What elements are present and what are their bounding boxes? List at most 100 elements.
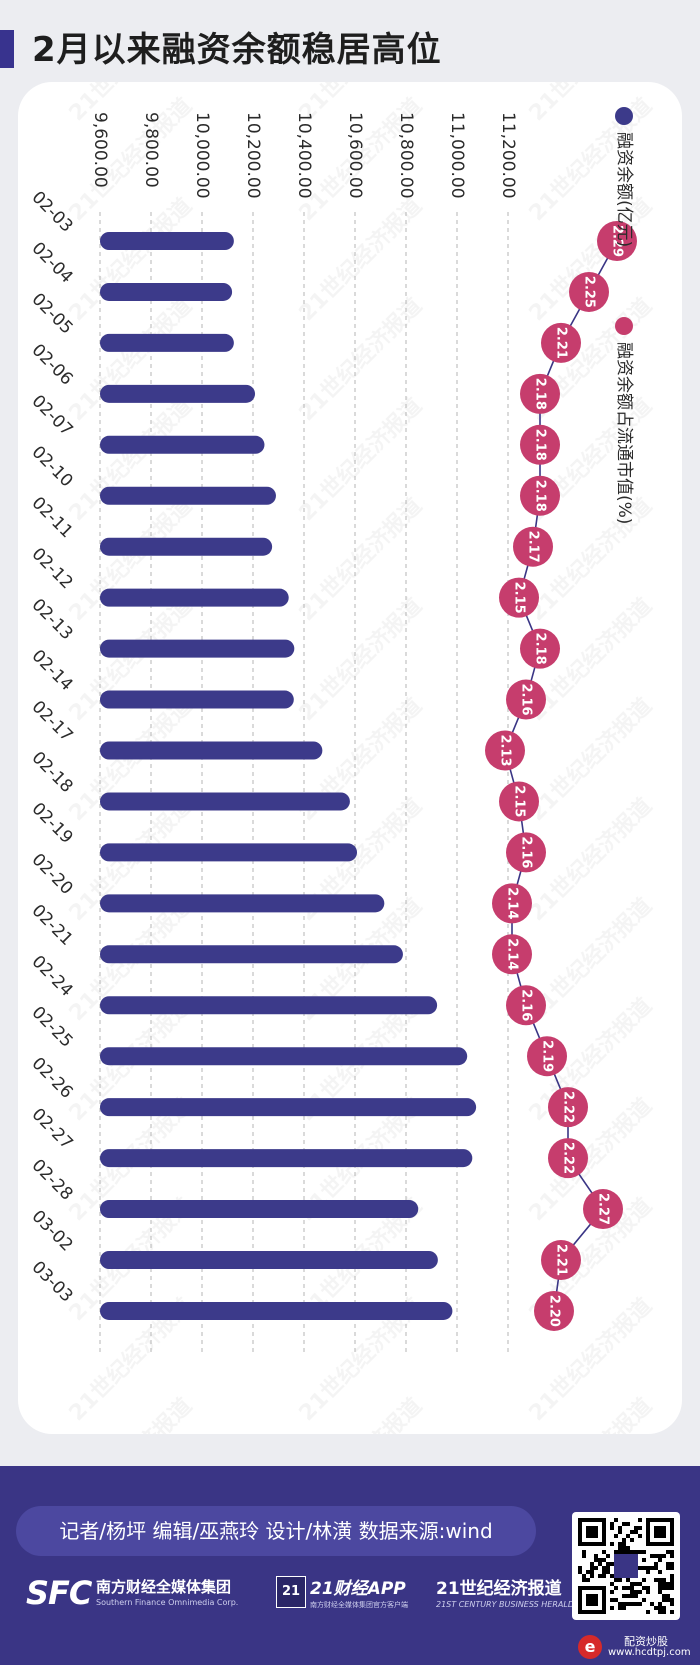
qr-module xyxy=(666,1562,670,1566)
ratio-point-label: 2.25 xyxy=(582,276,597,308)
sfc-name-en: Southern Finance Omnimedia Corp. xyxy=(96,1598,239,1607)
qr-module xyxy=(622,1606,626,1610)
bar xyxy=(100,435,265,454)
qr-module xyxy=(650,1554,654,1558)
qr-module xyxy=(658,1610,662,1614)
bar xyxy=(100,282,233,301)
legend-line-swatch xyxy=(615,317,633,335)
qr-module xyxy=(654,1606,658,1610)
ratio-point xyxy=(534,1290,574,1331)
ratio-point xyxy=(548,1087,588,1128)
bar xyxy=(100,588,289,607)
qr-module xyxy=(670,1578,674,1582)
bar xyxy=(100,690,294,709)
qr-module xyxy=(662,1598,666,1602)
category-label: 02-11 xyxy=(28,493,77,542)
bar xyxy=(100,792,350,811)
ratio-point-label: 2.20 xyxy=(547,1295,562,1327)
qr-module xyxy=(654,1562,658,1566)
qr-module xyxy=(598,1562,602,1566)
x-tick-label: 11,000.00 xyxy=(447,112,467,199)
legend-line-label: 融资余额占流通市值(%) xyxy=(614,342,634,524)
ratio-point xyxy=(583,1189,623,1230)
ratio-point-label: 2.13 xyxy=(498,734,513,766)
qr-module xyxy=(670,1602,674,1606)
qr-module xyxy=(590,1562,594,1566)
qr-code-icon xyxy=(572,1512,680,1620)
sfc-logo: SFC xyxy=(26,1574,92,1612)
qr-module xyxy=(614,1518,618,1522)
qr-module xyxy=(634,1526,638,1530)
ratio-point-label: 2.17 xyxy=(526,531,541,563)
qr-module xyxy=(626,1550,630,1554)
qr-module xyxy=(602,1550,606,1554)
ratio-point xyxy=(485,730,525,771)
qr-module xyxy=(618,1606,622,1610)
ratio-point-label: 2.27 xyxy=(596,1193,611,1225)
qr-module xyxy=(626,1602,630,1606)
qr-module xyxy=(622,1594,626,1598)
ratio-point xyxy=(520,475,560,516)
qr-finder xyxy=(586,1526,598,1538)
qr-module xyxy=(610,1522,614,1526)
x-tick-label: 10,800.00 xyxy=(396,112,416,199)
chart-card: 21世纪经济报道 21世纪经济报道 21世纪经济报道 21世纪经济报道 21世纪经济报道… xyxy=(18,82,682,1434)
qr-module xyxy=(618,1526,622,1530)
qr-module xyxy=(582,1578,586,1582)
bar xyxy=(100,1200,419,1219)
qr-module xyxy=(614,1586,618,1590)
qr-module xyxy=(610,1526,614,1530)
qr-module xyxy=(622,1522,626,1526)
qr-module xyxy=(666,1594,670,1598)
qr-finder xyxy=(654,1526,666,1538)
qr-module xyxy=(614,1578,618,1582)
qr-module xyxy=(626,1522,630,1526)
qr-module xyxy=(658,1578,662,1582)
ratio-point xyxy=(520,373,560,414)
qr-module xyxy=(654,1566,658,1570)
qr-module xyxy=(610,1606,614,1610)
qr-module xyxy=(642,1586,646,1590)
qr-module xyxy=(638,1582,642,1586)
bar xyxy=(100,384,256,403)
legend-bar-label: 融资余额(亿元) xyxy=(614,132,634,247)
category-label: 02-24 xyxy=(28,952,77,1001)
sfc-name-cn: 南方财经全媒体集团 xyxy=(96,1578,232,1596)
qr-module xyxy=(602,1570,606,1574)
ratio-line xyxy=(504,240,618,1312)
qr-module xyxy=(610,1582,614,1586)
ratio-point-label: 2.21 xyxy=(554,327,569,359)
qr-module xyxy=(646,1610,650,1614)
qr-module xyxy=(650,1566,654,1570)
qr-module xyxy=(602,1566,606,1570)
ratio-point-label: 2.22 xyxy=(561,1142,576,1174)
qr-module xyxy=(606,1566,610,1570)
bar xyxy=(100,945,403,964)
qr-module xyxy=(634,1602,638,1606)
qr-module xyxy=(662,1582,666,1586)
ratio-point xyxy=(520,424,560,465)
herald-name-cn: 21世纪经济报道 xyxy=(436,1579,562,1599)
bar xyxy=(100,537,273,556)
ratio-point-label: 2.16 xyxy=(519,836,534,868)
qr-module xyxy=(670,1566,674,1570)
ratio-point-label: 2.18 xyxy=(533,480,548,512)
x-tick-label: 10,600.00 xyxy=(345,112,365,199)
qr-module xyxy=(634,1582,638,1586)
qr-module xyxy=(598,1574,602,1578)
category-label: 02-26 xyxy=(28,1054,77,1103)
category-label: 02-13 xyxy=(28,595,77,644)
qr-module xyxy=(618,1550,622,1554)
bar xyxy=(100,1098,477,1117)
qr-module xyxy=(594,1566,598,1570)
bar xyxy=(100,843,358,862)
qr-module xyxy=(642,1550,646,1554)
qr-module xyxy=(594,1558,598,1562)
qr-module xyxy=(614,1550,618,1554)
bar xyxy=(100,894,385,913)
category-label: 02-06 xyxy=(28,340,77,389)
qr-module xyxy=(586,1578,590,1582)
qr-module xyxy=(630,1538,634,1542)
qr-module xyxy=(618,1542,622,1546)
